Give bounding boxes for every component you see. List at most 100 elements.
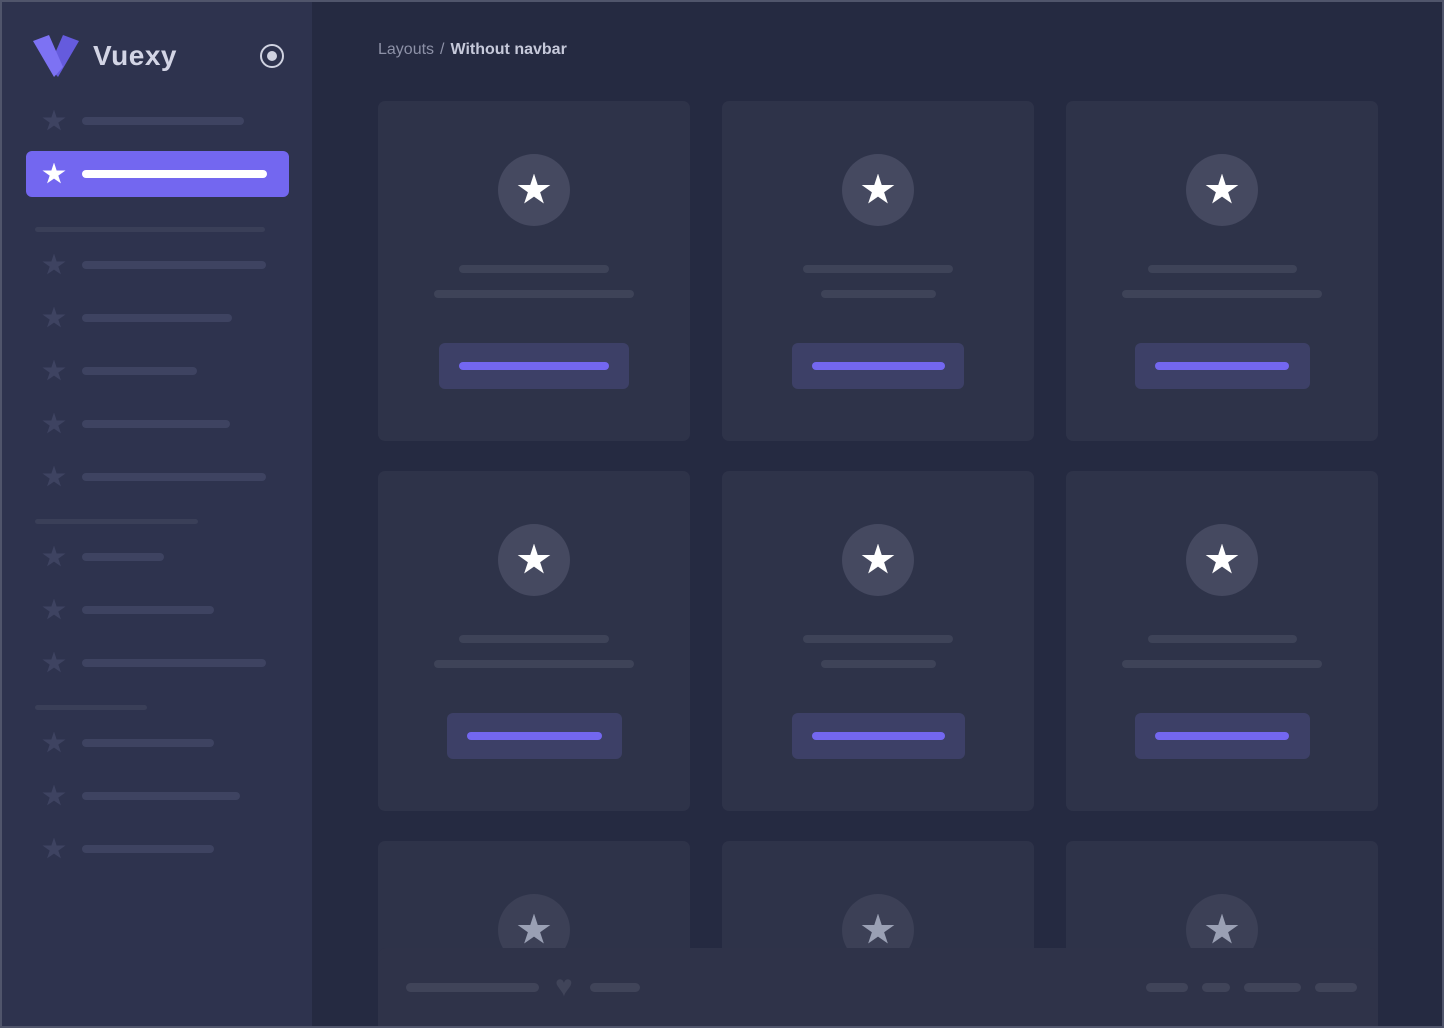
- star-icon: [42, 412, 66, 434]
- radio-circle-icon[interactable]: [259, 43, 285, 69]
- sidebar-item[interactable]: [42, 306, 289, 330]
- button-label-placeholder: [466, 732, 602, 740]
- card-button[interactable]: [791, 713, 965, 759]
- card-button[interactable]: [446, 713, 622, 759]
- menu-item-placeholder: [82, 367, 197, 375]
- sidebar-item[interactable]: [42, 651, 289, 675]
- breadcrumb-separator: /: [440, 41, 445, 58]
- card-title-placeholder: [1147, 635, 1297, 643]
- star-icon: [517, 173, 551, 204]
- sidebar-item[interactable]: [42, 253, 289, 277]
- card: [378, 101, 690, 441]
- footer-left-group: ♥: [406, 972, 640, 1002]
- sidebar-section-header: [35, 519, 312, 524]
- button-label-placeholder: [811, 362, 945, 370]
- star-icon: [42, 837, 66, 859]
- star-icon: [517, 543, 551, 574]
- star-icon: [42, 359, 66, 381]
- breadcrumb: Layouts / Without navbar: [378, 40, 1378, 60]
- menu-item-placeholder: [82, 659, 266, 667]
- star-icon: [42, 784, 66, 806]
- star-icon: [42, 306, 66, 328]
- menu-item-placeholder: [82, 845, 214, 853]
- main-content: Layouts / Without navbar: [312, 2, 1442, 1026]
- app-title: Vuexy: [93, 40, 177, 71]
- star-icon: [42, 253, 66, 275]
- avatar: [842, 524, 914, 596]
- menu-item-placeholder: [82, 792, 240, 800]
- sidebar-item[interactable]: [42, 731, 289, 755]
- sidebar-item[interactable]: [42, 412, 289, 436]
- logo-row: Vuexy: [2, 2, 312, 80]
- sidebar-item[interactable]: [42, 545, 289, 569]
- heart-icon: ♥: [555, 970, 573, 1003]
- card-subtitle-placeholder: [1122, 660, 1322, 668]
- sidebar-item[interactable]: [42, 837, 289, 861]
- card-subtitle-placeholder: [434, 290, 634, 298]
- card-button[interactable]: [439, 343, 629, 389]
- sidebar-item[interactable]: [42, 359, 289, 383]
- star-icon: [42, 545, 66, 567]
- card: [1066, 101, 1378, 441]
- section-header-placeholder: [35, 519, 198, 524]
- section-header-placeholder: [35, 227, 265, 232]
- sidebar-section-header: [35, 227, 312, 232]
- sidebar-item[interactable]: [42, 109, 289, 133]
- star-icon: [861, 913, 895, 944]
- card-button[interactable]: [1134, 343, 1310, 389]
- star-icon: [42, 598, 66, 620]
- star-icon: [517, 913, 551, 944]
- card-grid: [378, 101, 1378, 1026]
- avatar: [1186, 154, 1258, 226]
- menu-item-placeholder: [82, 473, 266, 481]
- button-label-placeholder: [1155, 362, 1289, 370]
- sidebar-item[interactable]: [26, 151, 289, 197]
- star-icon: [1205, 543, 1239, 574]
- star-icon: [42, 109, 66, 131]
- footer-text-placeholder: [406, 982, 539, 992]
- footer-link-placeholder: [1315, 982, 1357, 992]
- sidebar-item[interactable]: [42, 598, 289, 622]
- button-label-placeholder: [811, 732, 945, 740]
- card: [722, 471, 1034, 811]
- footer-link-placeholder: [1146, 982, 1188, 992]
- menu-item-placeholder: [82, 420, 230, 428]
- star-icon: [42, 162, 66, 184]
- card-title-placeholder: [803, 635, 953, 643]
- card-button[interactable]: [792, 343, 964, 389]
- sidebar-item[interactable]: [42, 784, 289, 808]
- card: [378, 471, 690, 811]
- sidebar-section-header: [35, 705, 312, 710]
- footer-link-placeholder: [1244, 982, 1301, 992]
- card-subtitle-placeholder: [820, 660, 936, 668]
- breadcrumb-section[interactable]: Layouts: [378, 41, 435, 58]
- star-icon: [42, 651, 66, 673]
- button-label-placeholder: [1155, 732, 1289, 740]
- card-button[interactable]: [1134, 713, 1310, 759]
- card-subtitle-placeholder: [434, 660, 634, 668]
- footer-link-placeholder: [1202, 982, 1230, 992]
- menu-item-placeholder: [82, 117, 244, 125]
- menu-item-placeholder: [82, 314, 232, 322]
- star-icon: [42, 465, 66, 487]
- menu-item-placeholder: [82, 739, 214, 747]
- footer-right-group: [1146, 982, 1357, 992]
- menu-item-placeholder: [82, 170, 267, 178]
- card-title-placeholder: [459, 635, 609, 643]
- avatar: [498, 524, 570, 596]
- breadcrumb-current-page: Without navbar: [450, 41, 567, 58]
- avatar: [498, 154, 570, 226]
- section-header-placeholder: [35, 705, 147, 710]
- card-title-placeholder: [459, 265, 609, 273]
- star-icon: [42, 731, 66, 753]
- footer-text-placeholder: [589, 982, 640, 992]
- star-icon: [861, 173, 895, 204]
- sidebar: Vuexy: [2, 2, 312, 1026]
- avatar: [1186, 524, 1258, 596]
- star-icon: [1205, 173, 1239, 204]
- vuexy-logo-icon: [32, 35, 80, 77]
- avatar: [842, 154, 914, 226]
- menu-item-placeholder: [82, 261, 266, 269]
- sidebar-item[interactable]: [42, 465, 289, 489]
